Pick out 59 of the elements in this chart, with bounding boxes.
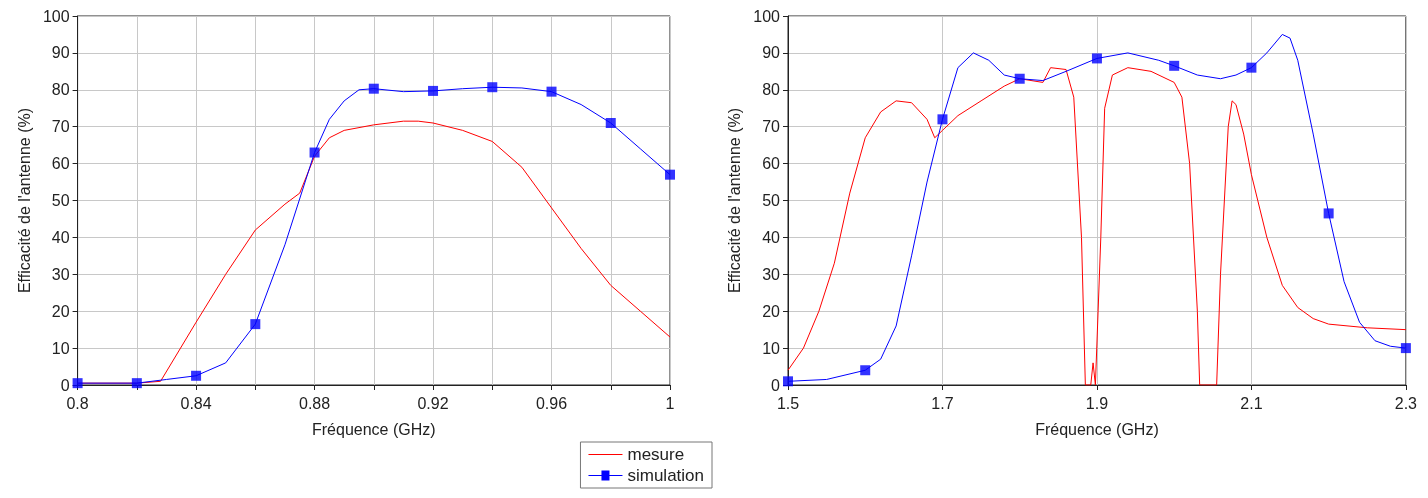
point <box>191 370 202 381</box>
y-tick-label: 40 <box>762 228 781 246</box>
y-tick-label: 30 <box>762 265 781 283</box>
y-tick-label: 60 <box>51 155 70 173</box>
point <box>1014 73 1025 84</box>
point <box>665 169 675 180</box>
y-tick-label: 20 <box>762 302 781 320</box>
y-axis-title: Efficacité de l'antenne (%) <box>725 107 743 294</box>
point <box>860 365 871 376</box>
point <box>1323 208 1334 219</box>
x-axis-title: Fréquence (GHz) <box>312 420 436 438</box>
y-tick-label: 30 <box>51 265 70 283</box>
legend-label: mesure <box>627 445 685 464</box>
point <box>783 376 793 387</box>
y-tick-label: 0 <box>60 376 70 394</box>
point <box>309 147 320 158</box>
point <box>428 85 439 96</box>
point <box>487 82 498 93</box>
x-tick-label: 0.8 <box>66 394 89 412</box>
x-tick-label: 0.84 <box>180 394 212 412</box>
point <box>72 378 83 389</box>
point <box>937 114 948 125</box>
y-tick-label: 60 <box>762 155 781 173</box>
point <box>1246 62 1257 73</box>
y-tick-label: 70 <box>762 118 781 136</box>
y-tick-label: 20 <box>51 302 70 320</box>
y-tick-label: 50 <box>762 192 781 209</box>
y-tick-label: 50 <box>51 192 70 209</box>
x-tick-label: 2.1 <box>1240 394 1263 412</box>
point <box>250 319 261 330</box>
point <box>1400 343 1411 354</box>
x-tick-label: 1 <box>665 394 675 412</box>
x-tick-label: 1.9 <box>1085 394 1109 412</box>
x-tick-label: 1.7 <box>931 394 954 412</box>
y-tick-label: 90 <box>51 44 70 62</box>
y-tick-label: 0 <box>771 376 781 394</box>
y-tick-label: 40 <box>51 228 70 246</box>
y-tick-label: 80 <box>51 81 70 99</box>
y-tick-label: 100 <box>753 7 781 25</box>
point <box>368 83 379 94</box>
y-tick-label: 100 <box>42 7 70 25</box>
x-tick-label: 0.88 <box>298 394 331 412</box>
x-tick-label: 0.92 <box>417 394 449 412</box>
y-tick-label: 10 <box>762 339 781 357</box>
point <box>1091 53 1102 64</box>
legend-label: simulation <box>627 466 705 485</box>
point <box>605 118 616 129</box>
y-axis-title: Efficacité de l'antenne (%) <box>15 107 33 294</box>
x-axis-title: Fréquence (GHz) <box>1035 420 1159 438</box>
y-tick-label: 90 <box>762 44 781 62</box>
point <box>1169 60 1180 71</box>
y-tick-label: 80 <box>762 81 781 99</box>
x-tick-label: 2.3 <box>1394 394 1418 412</box>
point <box>131 378 142 389</box>
y-tick-label: 10 <box>51 339 70 357</box>
x-tick-label: 1.5 <box>776 394 800 412</box>
y-tick-label: 70 <box>51 118 70 136</box>
point <box>546 86 557 97</box>
x-tick-label: 0.96 <box>535 394 568 412</box>
